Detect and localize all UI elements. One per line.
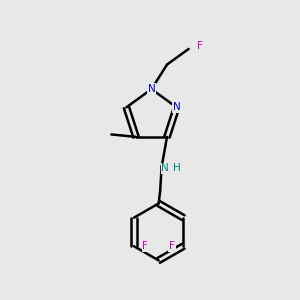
Text: F: F	[142, 241, 148, 251]
Text: N: N	[161, 164, 169, 173]
Text: F: F	[169, 241, 175, 251]
Text: F: F	[197, 41, 203, 52]
Text: H: H	[173, 164, 181, 173]
Text: N: N	[148, 84, 155, 94]
Text: N: N	[173, 102, 181, 112]
